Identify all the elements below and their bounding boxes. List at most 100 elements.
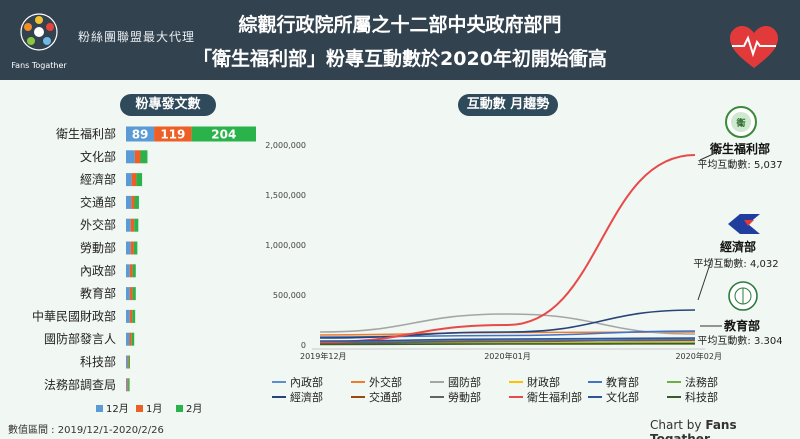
category-label: 內政部 [80,263,116,278]
bar-segment [132,264,136,278]
legend-label: 外交部 [369,375,402,389]
right-panel-pill: 互動數 月趨勢 [458,94,558,116]
series-line [319,339,696,344]
category-label: 文化部 [80,149,116,164]
chart-credit: Chart by Fans Togather [650,418,800,439]
y-tick-label: 1,500,000 [265,191,306,200]
bar-segment [129,309,133,323]
bar-segment [129,287,133,301]
series-line [319,309,696,339]
legend-label: 2月 [186,403,202,415]
legend-label: 衛生福利部 [527,390,582,404]
bar-segment [131,173,137,187]
bar-segment [191,126,256,142]
bar-segment [131,195,135,209]
bar-segment [134,218,139,232]
header-banner: Fans Togather 粉絲團聯盟最大代理 綜觀行政院所屬之十二部中央政府部… [0,0,800,80]
series-line [319,343,696,346]
x-tick-label: 2020年02月 [675,351,722,361]
bar-segment [126,218,131,232]
bar-segment [134,150,141,164]
legend-label: 內政部 [290,375,323,389]
annotation-org: 經濟部 [720,239,756,254]
y-tick-label: 2,000,000 [265,141,306,150]
bar-segment [128,355,130,369]
legend-swatch [136,405,143,412]
bar-segment [126,287,130,301]
legend-swatch [96,405,103,412]
legend-label: 1月 [146,403,162,415]
y-tick-label: 500,000 [273,291,306,300]
bar-segment [130,218,135,232]
category-label: 法務部調查局 [44,377,116,392]
credit-prefix: Chart by [650,418,706,432]
svg-text:衛: 衛 [735,117,745,129]
legend-label: 交通部 [369,390,402,404]
category-label: 國防部發言人 [44,331,116,346]
credit-brand: Fans Togather [650,418,737,439]
bar-segment [133,241,138,255]
category-label: 教育部 [80,286,116,301]
bar-segment [127,355,129,369]
y-tick-label: 0 [301,341,306,350]
bar-segment [126,355,128,369]
data-label: 89 [132,128,149,142]
moea-logo-icon [728,214,760,234]
page-title-line2: 「衛生福利部」粉專互動數於2020年初開始衝高 [193,48,607,70]
annotation-pointer [697,257,713,301]
bar-segment [126,150,135,164]
category-label: 中華民國財政部 [32,308,116,323]
posts-stacked-bar-chart: 衛生福利部 89 119 204 文化部經濟部交通部外交部勞動部內政部教育部中華民國財政… [32,126,256,415]
legend-label: 勞動部 [448,390,481,404]
series-line [319,313,696,335]
bar-segment [126,332,130,346]
category-label: 科技部 [80,354,116,369]
interaction-line-chart: 0 500,000 1,000,000 1,500,000 2,000,000 2019年… [265,106,783,404]
bar-segment [134,195,139,209]
series-line [319,337,696,342]
fans-togather-logo: Fans Togather [11,13,67,70]
left-panel-pill: 粉專發文數 [120,94,216,116]
mohw-emblem-icon: 衛 [725,106,757,138]
series-line [319,154,696,343]
date-range-note: 數值區間 : 2019/12/1-2020/2/26 [8,425,164,436]
annotation-org: 教育部 [723,318,760,333]
legend-label: 財政部 [527,375,560,389]
legend-label: 國防部 [448,375,481,389]
bar-segment [129,332,132,346]
moe-emblem-icon [728,281,758,311]
data-label: 204 [211,128,236,142]
brand-tagline: 粉絲團聯盟最大代理 [78,30,196,44]
annotation-org: 衛生福利部 [709,141,770,156]
legend-label: 教育部 [606,375,639,389]
category-label: 外交部 [80,217,116,232]
x-tick-label: 2019年12月 [300,351,347,361]
annotation-note: 平均互動數: 3.304 [697,334,782,347]
category-label: 勞動部 [80,240,116,255]
annotation-note: 平均互動數: 5,037 [697,158,782,171]
category-label: 衛生福利部 [56,126,116,141]
bar-segment [126,173,132,187]
x-tick-label: 2020年01月 [484,351,531,361]
legend-label: 文化部 [606,390,639,404]
bar-segment [130,241,134,255]
annotation-pointer [699,149,723,161]
bar-segment [132,309,136,323]
bar-segment [126,264,130,278]
category-label: 經濟部 [80,172,116,187]
brand-en: Fans Togather [11,61,67,70]
bar-segment [129,264,133,278]
bar-segment [126,195,132,209]
bar-segment [131,332,135,346]
bar-segment [126,241,131,255]
bar-segment [132,287,136,301]
data-label: 119 [160,128,185,142]
heart-pulse-icon [730,26,778,68]
legend-label: 經濟部 [290,390,323,404]
annotation-note: 平均互動數: 4,032 [693,257,778,270]
bar-segment [140,150,148,164]
bar-segment [128,378,130,392]
bar-segment [126,378,128,392]
y-tick-label: 1,000,000 [265,241,306,250]
bar-segment [154,126,192,142]
